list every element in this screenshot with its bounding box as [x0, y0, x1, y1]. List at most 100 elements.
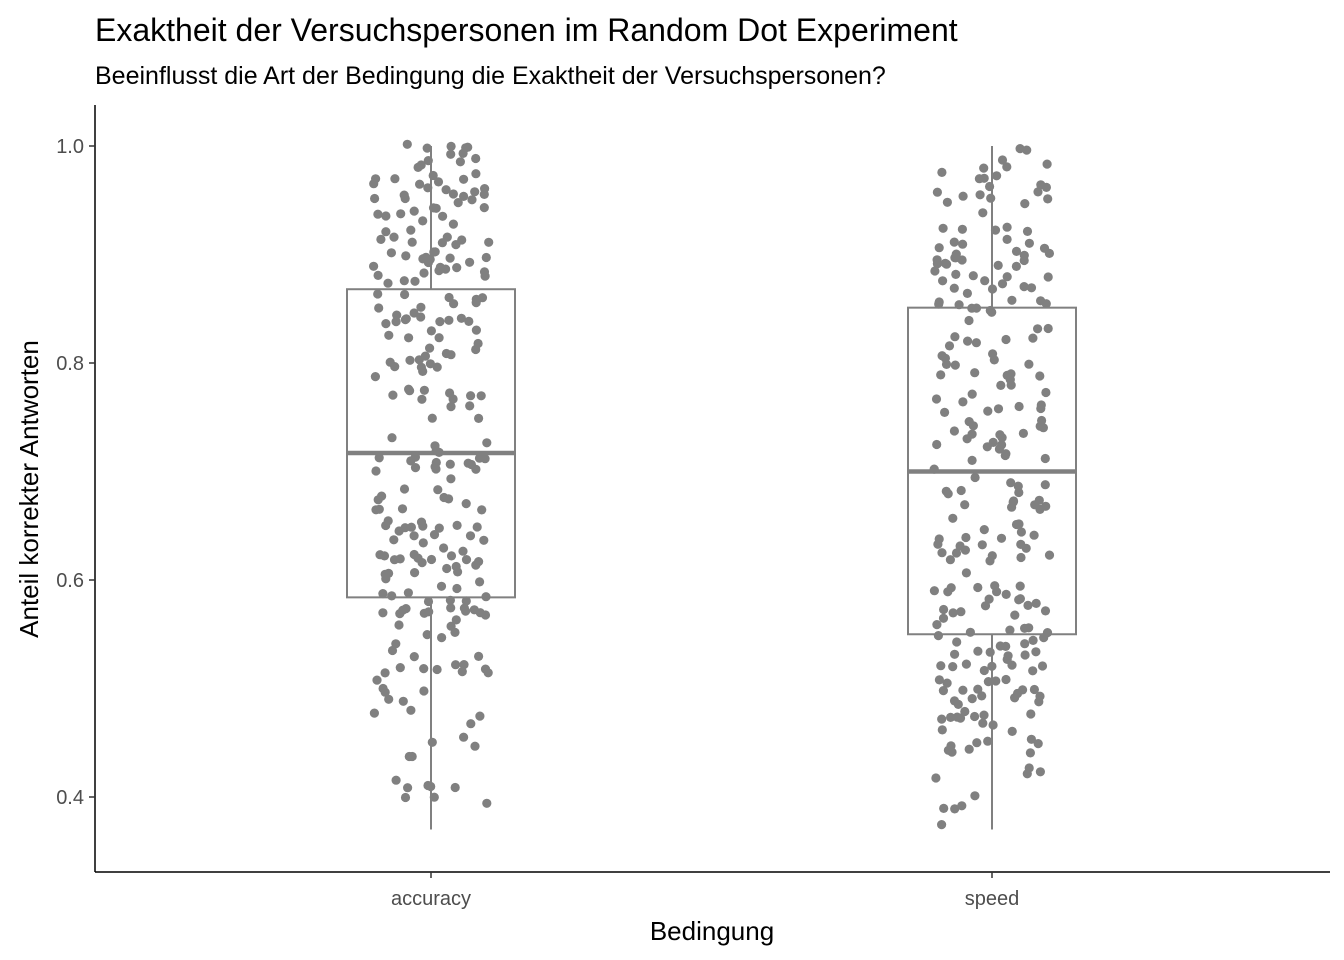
- data-point: [1021, 543, 1031, 553]
- data-point: [987, 284, 998, 294]
- data-point: [936, 370, 946, 380]
- data-point: [980, 276, 990, 286]
- data-point: [470, 187, 480, 197]
- data-point: [373, 270, 383, 280]
- data-point: [952, 637, 962, 647]
- data-point: [378, 589, 388, 599]
- data-point: [471, 325, 481, 335]
- data-point: [1011, 246, 1022, 256]
- data-point: [1016, 552, 1026, 563]
- data-point: [967, 694, 977, 704]
- data-point: [957, 224, 968, 234]
- data-point: [446, 603, 456, 613]
- data-point: [1020, 650, 1030, 660]
- data-point: [974, 174, 985, 184]
- data-point: [973, 684, 983, 694]
- data-point: [417, 394, 427, 404]
- data-point: [965, 627, 976, 637]
- data-point: [1020, 199, 1030, 209]
- data-point: [1026, 283, 1037, 293]
- data-point: [369, 261, 379, 271]
- data-point: [434, 333, 444, 343]
- data-point: [940, 353, 951, 363]
- data-point: [384, 330, 394, 340]
- data-point: [471, 464, 481, 474]
- data-point: [993, 260, 1003, 270]
- points-accuracy: [369, 139, 494, 808]
- data-point: [970, 472, 980, 483]
- data-point: [936, 661, 946, 671]
- data-point: [958, 397, 968, 407]
- data-point: [465, 401, 475, 411]
- data-point: [1007, 726, 1017, 737]
- data-point: [949, 237, 959, 247]
- data-point: [970, 711, 980, 722]
- data-point: [1001, 641, 1011, 652]
- x-tick-label-speed: speed: [965, 888, 1020, 910]
- data-point: [957, 255, 967, 265]
- data-point: [1008, 497, 1018, 507]
- data-point: [1043, 272, 1053, 282]
- data-point: [445, 595, 455, 605]
- data-point: [422, 630, 432, 640]
- data-point: [409, 531, 419, 541]
- data-point: [389, 555, 400, 565]
- data-point: [993, 404, 1004, 414]
- data-point: [992, 171, 1002, 181]
- data-point: [436, 581, 447, 591]
- data-point: [1035, 767, 1045, 777]
- data-point: [370, 193, 380, 204]
- data-point: [421, 252, 431, 262]
- data-point: [1007, 660, 1017, 670]
- data-point: [945, 555, 956, 565]
- data-point: [448, 219, 458, 229]
- data-point: [1028, 635, 1038, 646]
- data-point: [977, 540, 987, 550]
- data-point: [931, 773, 941, 783]
- data-point: [962, 434, 972, 444]
- data-point: [1040, 453, 1050, 464]
- data-point: [418, 366, 428, 376]
- data-point: [451, 660, 461, 670]
- y-axis-title: Anteil korrekter Antworten: [14, 340, 44, 638]
- data-point: [409, 206, 419, 216]
- data-point: [1002, 222, 1012, 232]
- data-point: [459, 174, 469, 184]
- data-point: [391, 639, 401, 649]
- data-point: [431, 203, 441, 213]
- data-point: [392, 310, 402, 320]
- data-point: [437, 633, 447, 643]
- data-point: [983, 406, 993, 416]
- data-point: [480, 610, 491, 620]
- jitter-points-layer: [369, 139, 1055, 830]
- data-point: [937, 725, 947, 735]
- data-point: [932, 259, 943, 269]
- data-point: [1025, 748, 1035, 758]
- data-point: [432, 362, 442, 372]
- data-point: [465, 257, 475, 267]
- data-point: [474, 651, 484, 662]
- data-point: [990, 225, 1001, 235]
- data-point: [399, 484, 410, 494]
- data-point: [1019, 255, 1029, 266]
- data-point: [937, 714, 947, 724]
- data-point: [963, 336, 973, 346]
- data-point: [444, 315, 454, 325]
- data-point: [961, 532, 971, 543]
- data-point: [451, 240, 461, 250]
- data-point: [1041, 501, 1051, 511]
- data-point: [1033, 187, 1043, 197]
- data-point: [1031, 647, 1041, 657]
- data-point: [957, 801, 967, 811]
- data-point: [939, 604, 949, 615]
- data-point: [946, 741, 956, 751]
- data-point: [387, 591, 397, 601]
- data-point: [380, 687, 390, 697]
- data-point: [1042, 159, 1052, 169]
- data-point: [938, 223, 948, 233]
- data-point: [461, 606, 471, 616]
- data-point: [390, 174, 400, 184]
- data-point: [944, 341, 955, 351]
- data-point: [950, 360, 960, 370]
- data-point: [932, 620, 942, 630]
